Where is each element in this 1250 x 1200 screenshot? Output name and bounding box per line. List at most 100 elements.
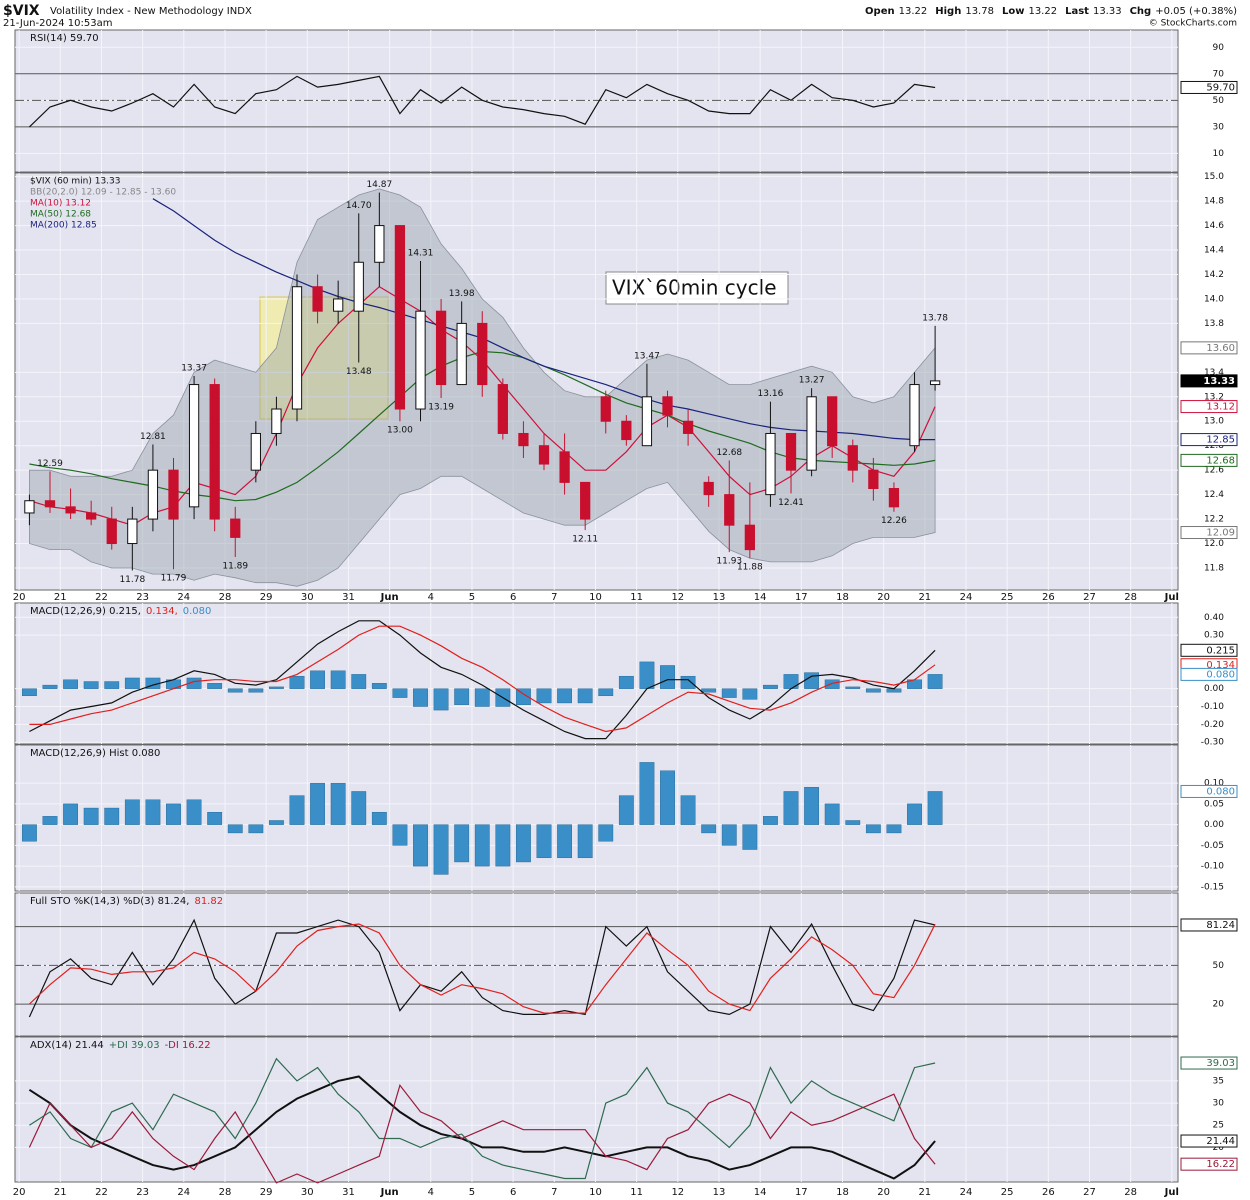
series-line (28, 1075, 936, 1180)
price-annotation: 13.37 (181, 363, 207, 373)
quote-value: 13.78 (965, 6, 994, 17)
candle-body (477, 322, 488, 386)
value-badge (1180, 374, 1238, 388)
rsi-panel (14, 29, 1179, 173)
y-tick-label: 0.30 (1204, 631, 1224, 641)
histogram-bar (186, 799, 202, 825)
histogram-bar (804, 672, 820, 689)
value-badge-label: 59.70 (1206, 82, 1235, 93)
histogram-bar (63, 679, 78, 689)
legend-entry: MA(200) 12.85 (30, 221, 97, 231)
x-tick-label: Jun (380, 1187, 399, 1198)
histogram-bar (269, 686, 284, 689)
histogram-bar (680, 795, 696, 825)
histogram-bar (639, 661, 655, 689)
price-annotation: 12.11 (572, 535, 598, 545)
y-tick-label: 15.0 (1204, 172, 1224, 182)
price-annotation: 13.00 (387, 426, 413, 436)
series-line (28, 1084, 936, 1184)
x-tick-label: 30 (301, 1187, 314, 1198)
x-tick-label: 20 (877, 1187, 890, 1198)
y-tick-label: 20 (1213, 1000, 1225, 1010)
histogram-bar (83, 681, 99, 689)
candle-body (662, 396, 673, 416)
y-tick-label: 0.05 (1204, 799, 1224, 809)
x-tick-label: 29 (260, 592, 273, 603)
price-annotation: 13.19 (428, 403, 454, 413)
x-tick-label: 23 (136, 592, 149, 603)
price-annotation: 13.48 (346, 367, 372, 377)
legend-entry: $VIX (60 min) 13.33 (30, 177, 121, 187)
candle-body (353, 261, 364, 312)
value-badge-label: 12.85 (1206, 435, 1235, 446)
legend-entry: +DI 39.03 (109, 1040, 160, 1051)
histogram-bar (783, 791, 799, 825)
histogram-bar (865, 688, 881, 693)
histogram-bar (413, 824, 428, 867)
histogram-bar (351, 674, 367, 689)
value-badge-label: 0.080 (1206, 669, 1235, 680)
quote-value: 13.22 (899, 6, 928, 17)
candle-body (271, 408, 282, 434)
x-tick-label: 24 (960, 592, 973, 603)
x-tick-label: 11 (630, 592, 643, 603)
histogram-bar (413, 688, 428, 707)
y-tick-label: 30 (1213, 122, 1225, 132)
x-tick-label: 21 (918, 592, 931, 603)
x-tick-label: 29 (260, 1187, 273, 1198)
y-tick-label: 13.2 (1204, 392, 1224, 402)
x-tick-label: 11 (630, 1187, 643, 1198)
candle-body (333, 298, 344, 312)
histogram-bar (557, 688, 572, 704)
value-badge (1180, 433, 1238, 447)
candle-body (827, 396, 838, 447)
value-badge (1180, 918, 1238, 932)
candle-body (538, 445, 550, 465)
histogram-bar (763, 816, 778, 825)
histogram-bar (824, 679, 840, 689)
legend-entry: MA(50) 12.68 (30, 210, 91, 220)
candle-body (868, 469, 879, 490)
price-annotation: 12.59 (37, 459, 63, 469)
candle-body (415, 310, 426, 410)
x-tick-label: 12 (671, 592, 684, 603)
candle-body (909, 384, 920, 447)
histogram-bar (207, 683, 223, 689)
x-tick-label: 4 (428, 1187, 434, 1198)
x-tick-label: 18 (836, 1187, 849, 1198)
price-annotation: 13.98 (449, 289, 475, 299)
x-tick-label: 18 (836, 592, 849, 603)
y-tick-label: -0.05 (1201, 841, 1224, 851)
candle-body (147, 469, 159, 520)
histogram-bar (330, 782, 346, 825)
x-tick-label: 5 (469, 592, 475, 603)
y-tick-label: 0.00 (1204, 684, 1224, 694)
price-annotation: 11.79 (161, 574, 187, 584)
y-tick-label: 11.8 (1204, 563, 1224, 573)
price-annotation: 14.31 (408, 249, 434, 259)
legend-entry: -DI 16.22 (165, 1040, 211, 1051)
histogram-bar (289, 675, 305, 689)
legend-entry: BB(20,2.0) 12.09 - 12.85 - 13.60 (30, 188, 176, 198)
histogram-bar (721, 824, 737, 846)
x-tick-label: Jun (380, 592, 399, 603)
histogram-bar (618, 795, 634, 825)
annotation-text: VIX`60min cycle (612, 276, 777, 300)
symbol: $VIX (3, 3, 40, 19)
histogram-bar (639, 762, 655, 825)
histogram-bar (22, 824, 37, 842)
price-annotation: 14.87 (366, 180, 392, 190)
timestamp: 21-Jun-2024 10:53am (3, 18, 112, 29)
legend-entry: RSI(14) 59.70 (30, 33, 99, 44)
y-tick-label: 13.8 (1204, 319, 1224, 329)
candle-body (641, 396, 653, 447)
price-annotation: 13.16 (758, 389, 784, 399)
candle-body (600, 396, 611, 422)
value-badge-label: 13.12 (1206, 402, 1235, 413)
histogram-bar (680, 675, 696, 689)
y-tick-label: 14.2 (1204, 270, 1224, 280)
x-tick-label: 21 (918, 1187, 931, 1198)
candle-body (785, 432, 797, 471)
y-tick-label: -0.30 (1201, 738, 1225, 748)
